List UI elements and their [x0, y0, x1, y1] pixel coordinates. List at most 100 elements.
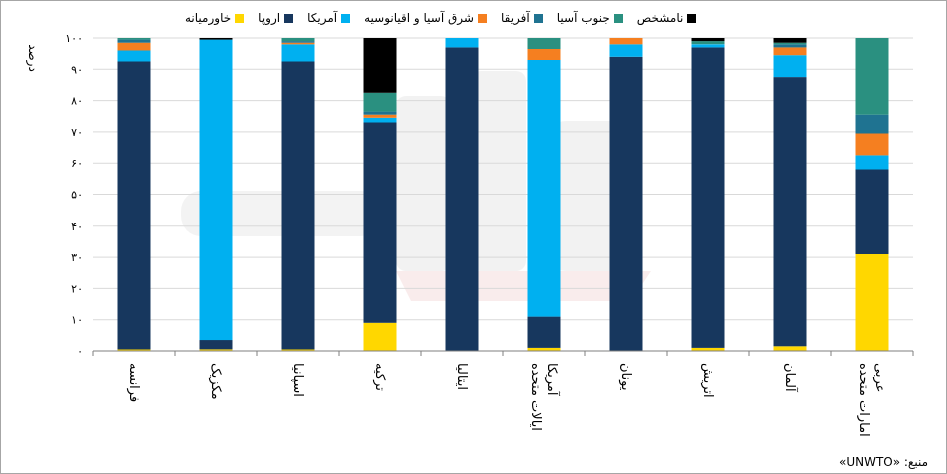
y-tick-label: ۱۰ — [71, 314, 83, 327]
legend-swatch — [477, 13, 487, 23]
y-tick-label: ۸۰ — [71, 95, 83, 108]
bar-segment — [855, 133, 889, 156]
legend-label: اروپا — [258, 11, 281, 25]
bar-segment — [773, 42, 807, 45]
bar-segment — [117, 61, 151, 350]
legend-swatch — [687, 13, 697, 23]
bar-segment — [773, 77, 807, 347]
y-tick-label: ۰ — [77, 345, 83, 358]
bar-segment — [363, 92, 397, 112]
bar-segment — [281, 41, 315, 43]
x-category-label: امارات متحده — [856, 363, 871, 437]
legend-label: شرق آسیا و اقیانوسیه — [364, 11, 474, 25]
legend-item: آمریکا — [307, 11, 351, 25]
legend-swatch — [613, 13, 623, 23]
chart-legend: خاورمیانه اروپا آمریکا شرق آسیا و اقیانوسیه… — [171, 9, 821, 27]
bar-segment — [527, 347, 561, 351]
bar-segment — [609, 56, 643, 352]
bar-segment — [281, 44, 315, 62]
bar-segment — [363, 38, 397, 93]
legend-label: آمریکا — [307, 11, 338, 25]
bar-segment — [199, 38, 233, 40]
bar-segment — [773, 44, 807, 48]
x-category-label: یونان — [618, 363, 633, 391]
legend-item: آفریقا — [501, 11, 543, 25]
bar-segment — [281, 38, 315, 42]
bar-segment — [691, 44, 725, 48]
legend-item: خاورمیانه — [185, 11, 245, 25]
legend-swatch — [533, 13, 543, 23]
bar-segment — [117, 42, 151, 51]
bar-segment — [855, 254, 889, 351]
legend-label: جنوب آسیا — [556, 11, 610, 25]
x-category-label: ایتالیا — [454, 363, 469, 390]
bar-segment — [445, 47, 479, 352]
bar-segment — [117, 38, 151, 40]
legend-item: شرق آسیا و اقیانوسیه — [364, 11, 487, 25]
bar-segment — [117, 39, 151, 43]
legend-item: اروپا — [258, 11, 294, 25]
legend-swatch — [341, 13, 351, 23]
bar-segment — [855, 155, 889, 170]
y-tick-label: ۷۰ — [71, 126, 83, 139]
bar-segment — [363, 322, 397, 351]
y-axis-title: درصد — [25, 44, 40, 72]
bar-segment — [363, 114, 397, 118]
bar-segment — [855, 114, 889, 134]
bar-segment — [773, 47, 807, 56]
bar-segment — [199, 349, 233, 351]
x-category-label: ترکیه — [372, 363, 387, 391]
y-tick-label: ۶۰ — [71, 157, 83, 170]
bar-segment — [527, 316, 561, 348]
bar-segment — [363, 111, 397, 115]
bar-segment — [691, 38, 725, 42]
bar-segment — [773, 55, 807, 78]
bar-segment — [609, 38, 643, 45]
x-category-label: مکزیک — [208, 363, 223, 400]
bar-segment — [363, 117, 397, 123]
bar-segment — [855, 169, 889, 254]
y-tick-label: ۲۰ — [71, 282, 83, 295]
bar-segment — [281, 61, 315, 350]
bar-segment — [199, 340, 233, 350]
bar-segment — [691, 41, 725, 45]
y-tick-label: ۱۰۰ — [65, 32, 83, 45]
legend-label: نامشخص — [636, 11, 684, 25]
legend-item: نامشخص — [637, 11, 697, 25]
x-category-label: اتریش — [700, 363, 715, 398]
y-tick-label: ۹۰ — [71, 63, 83, 76]
x-category-label: اسپانیا — [290, 363, 305, 397]
x-category-label: فرانسه — [126, 363, 141, 402]
legend-item: جنوب آسیا — [557, 11, 623, 25]
x-category-label: آمریکا — [544, 363, 561, 397]
y-tick-label: ۵۰ — [71, 189, 83, 202]
bar-segment — [527, 38, 561, 49]
bar-segment — [773, 38, 807, 43]
x-category-label: عربی — [872, 363, 887, 392]
bar-segment — [117, 50, 151, 62]
bar-segment — [199, 39, 233, 341]
bar-segment — [691, 47, 725, 348]
bar-segment — [117, 349, 151, 351]
legend-label: خاورمیانه — [185, 11, 232, 25]
bar-segment — [363, 122, 397, 323]
bar-segment — [691, 347, 725, 351]
legend-swatch — [284, 13, 294, 23]
bar-segment — [527, 59, 561, 317]
bar-segment — [773, 346, 807, 351]
y-tick-label: ۴۰ — [71, 220, 83, 233]
bar-segment — [445, 38, 479, 48]
bar-segment — [281, 349, 315, 351]
bar-segment — [609, 44, 643, 57]
bar-segment — [855, 38, 889, 115]
x-category-label: آلمان — [782, 363, 799, 393]
bars — [117, 38, 889, 352]
legend-label: آفریقا — [500, 11, 530, 25]
bar-segment — [527, 49, 561, 60]
bar-segment — [281, 42, 315, 45]
legend-swatch — [235, 13, 245, 23]
y-tick-label: ۳۰ — [71, 251, 83, 264]
source-note: منبع: «UNWTO» — [838, 455, 928, 469]
